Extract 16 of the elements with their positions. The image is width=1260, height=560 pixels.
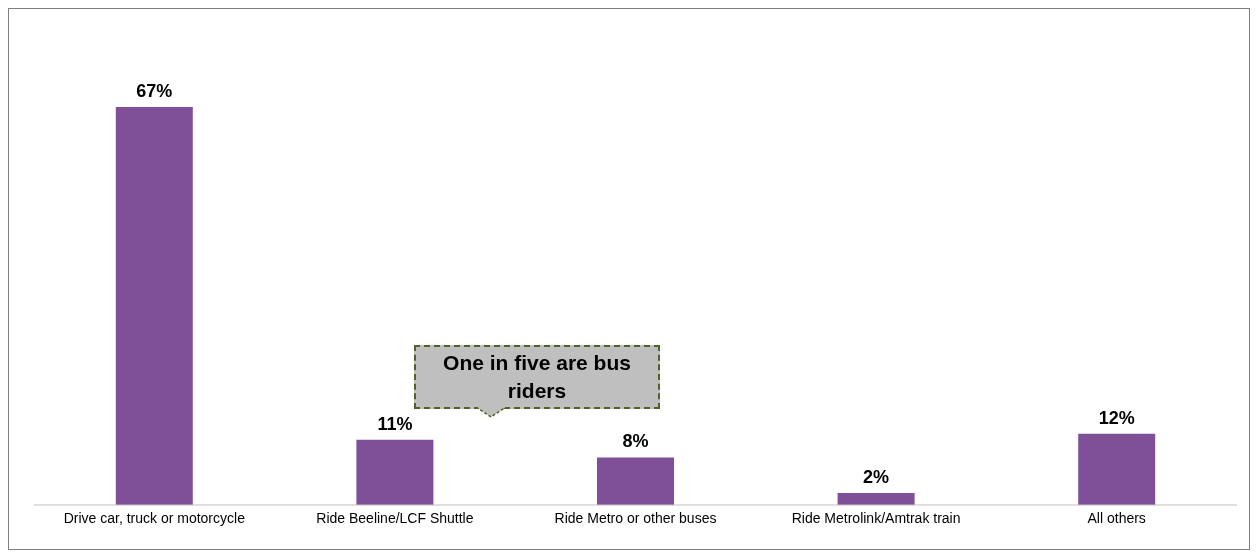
x-tick-label: Ride Metro or other buses <box>554 509 717 526</box>
data-label: 2% <box>863 467 890 488</box>
bar <box>837 493 915 505</box>
bar <box>597 457 674 505</box>
x-tick-label: Ride Metrolink/Amtrak train <box>791 509 961 526</box>
bar <box>115 107 193 505</box>
data-label: 8% <box>622 431 649 452</box>
bar <box>1078 433 1156 505</box>
annotation: One in five are bus riders <box>442 350 632 404</box>
x-tick-label: Ride Beeline/LCF Shuttle <box>316 509 474 526</box>
x-tick-label: Drive car, truck or motorcycle <box>63 509 246 526</box>
data-label: 11% <box>377 413 413 434</box>
data-label: 12% <box>1098 407 1135 428</box>
x-tick-label: All others <box>1087 509 1146 526</box>
data-label: 67% <box>136 81 173 101</box>
bar <box>356 439 434 505</box>
